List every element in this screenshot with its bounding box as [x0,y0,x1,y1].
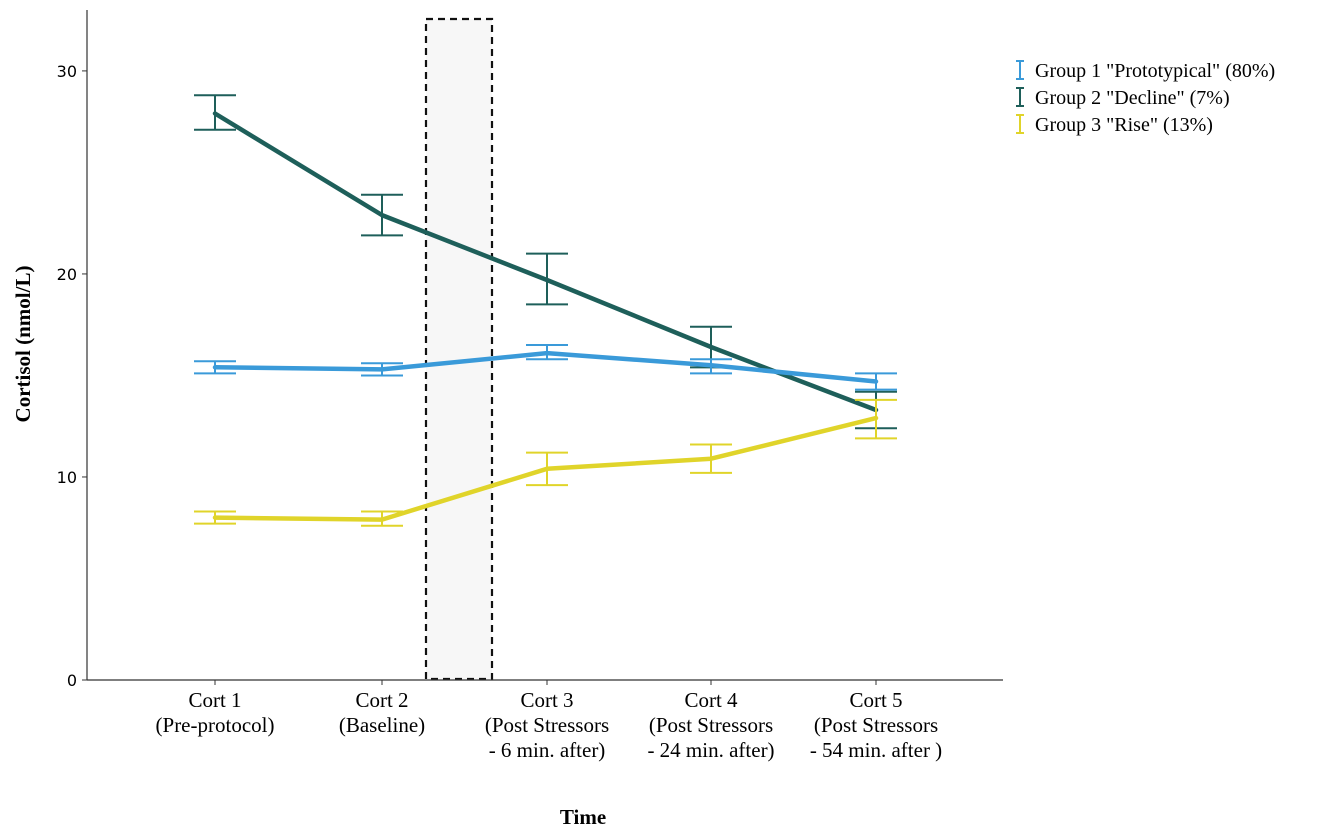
x-category-labels: Cort 1(Pre-protocol) Cort 2(Baseline) Cort… [156,680,942,762]
x-category-label: Cort 5 [849,688,902,712]
x-category-label: (Pre-protocol) [156,713,275,737]
series-group [194,94,897,430]
axes-layer [86,10,1003,681]
y-tick-label: 20 [57,265,77,284]
series-line [212,350,879,384]
legend-entry: Group 2 "Decline" (7%) [1035,87,1230,109]
highlight-region-layer [424,17,494,681]
x-category-label: Cort 3 [520,688,573,712]
series-layer [194,94,897,527]
y-ticks-layer: 0 10 20 30 [57,62,87,690]
x-category-label: (Post Stressors [814,713,938,737]
x-category-label: - 24 min. after) [647,738,774,762]
y-axis-title: Cortisol (nmol/L) [11,266,35,423]
x-category-label: (Post Stressors [649,713,773,737]
legend-entry: Group 1 "Prototypical" (80%) [1035,60,1275,82]
legend-entry: Group 3 "Rise" (13%) [1035,114,1213,136]
y-tick-label: 0 [67,671,77,690]
x-category-label: Cort 2 [355,688,408,712]
x-category-label: Cort 1 [188,688,241,712]
x-axis-title: Time [560,805,606,828]
legend: Group 1 "Prototypical" (80%) Group 2 "Dec… [1016,60,1275,136]
x-category-label: - 6 min. after) [489,738,606,762]
series-line [212,111,879,413]
series-line [212,415,879,522]
y-tick-label: 10 [57,468,77,487]
x-category-label: - 54 min. after ) [810,738,942,762]
x-category-label: (Baseline) [339,713,425,737]
y-tick-label: 30 [57,62,77,81]
highlight-region [424,17,494,681]
x-category-label: (Post Stressors [485,713,609,737]
series-group [194,398,897,527]
series-group [194,344,897,391]
x-category-label: Cort 4 [684,688,738,712]
